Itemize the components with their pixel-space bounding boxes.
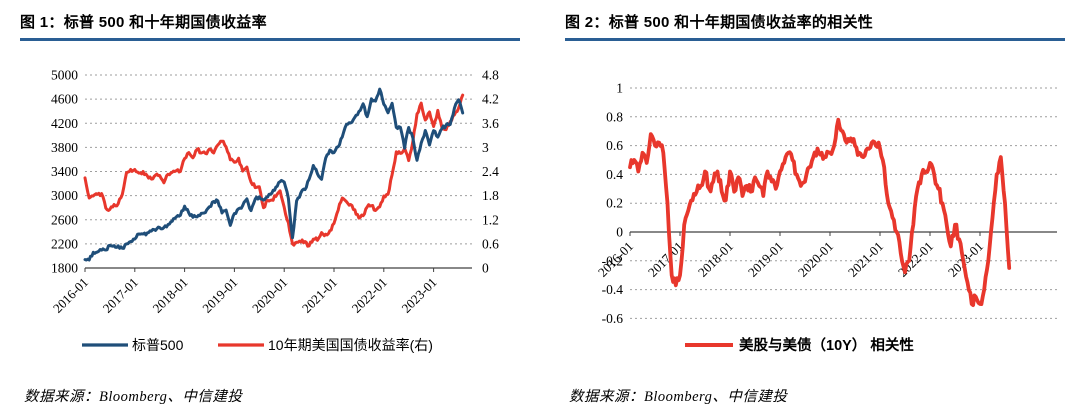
- x-axis-tick-label: 2018-01: [149, 275, 190, 316]
- left-axis-tick-label: 1800: [51, 261, 78, 276]
- legend-label-treasury-yield: 10年期美国国债收益率(右): [268, 337, 433, 353]
- right-axis-tick-label: 0: [482, 261, 489, 276]
- left-axis-tick-label: 4600: [51, 92, 78, 107]
- y-axis-tick-label: 0.4: [606, 167, 623, 182]
- y-axis-tick-label: 0.6: [606, 138, 623, 153]
- x-axis-tick-label: 2021-01: [299, 275, 340, 316]
- sp500-line: [83, 87, 465, 262]
- x-axis-tick-label: 2019-01: [199, 275, 240, 316]
- treasury-yield-line: [83, 93, 465, 248]
- x-axis-tick-label: 2020-01: [249, 275, 290, 316]
- x-axis-tick-label: 2016-01: [50, 275, 91, 316]
- right-axis-tick-label: 1.8: [482, 188, 499, 203]
- x-axis-tick-label: 2021-01: [845, 239, 886, 280]
- right-axis-tick-label: 3: [482, 140, 489, 155]
- y-axis-tick-label: 0.2: [606, 196, 623, 211]
- right-axis-tick-label: 4.2: [482, 92, 499, 107]
- y-axis-tick-label: -0.6: [602, 311, 624, 326]
- y-axis-tick-label: 1: [616, 81, 623, 96]
- x-axis-tick-label: 2023-01: [398, 275, 439, 316]
- y-axis-tick-label: 0.8: [606, 109, 623, 124]
- y-axis-tick-label: 0: [616, 225, 623, 240]
- left-axis-tick-label: 3000: [51, 188, 78, 203]
- right-axis-tick-label: 4.8: [482, 68, 499, 83]
- y-axis-tick-label: -0.4: [602, 282, 624, 297]
- right-axis-tick-label: 1.2: [482, 212, 499, 227]
- left-axis-tick-label: 2600: [51, 212, 78, 227]
- left-axis-tick-label: 5000: [51, 68, 78, 83]
- figure2-source: 数据来源：Bloomberg、中信建投: [569, 389, 788, 405]
- x-axis-tick-label: 2017-01: [100, 275, 141, 316]
- left-axis-tick-label: 3400: [51, 164, 78, 179]
- x-axis-tick-label: 2019-01: [745, 239, 786, 280]
- figure1-title: 图 1：标普 500 和十年期国债收益率: [20, 14, 267, 31]
- right-axis-tick-label: 2.4: [482, 164, 499, 179]
- left-axis-tick-label: 4200: [51, 116, 78, 131]
- x-axis-tick-label: 2022-01: [349, 275, 390, 316]
- figure2-title-rule: [565, 38, 1065, 41]
- x-axis-tick-label: 2020-01: [795, 239, 836, 280]
- figure2-line-chart: -0.6 -0.4 -0.2 0 0.2 0.4 0.6 0.8 1 2016-01 2017-01…: [565, 41, 1065, 359]
- left-axis-tick-label: 3800: [51, 140, 78, 155]
- figure1-source: 数据来源：Bloomberg、中信建投: [24, 389, 243, 405]
- right-axis-tick-label: 0.6: [482, 236, 499, 251]
- figure-2: 图 2：标普 500 和十年期国债收益率的相关性 -0.6 -0.4 -0.2 0 0.…: [565, 8, 1065, 419]
- legend-label-sp500: 标普500: [132, 337, 184, 353]
- figure2-title: 图 2：标普 500 和十年期国债收益率的相关性: [565, 14, 874, 31]
- x-axis-tick-label: 2018-01: [695, 239, 736, 280]
- figure1-line-chart: 1800 0 2200 0.6 2600 1.2 3000 1.8 3400 2.4 3800 3 42…: [20, 41, 520, 359]
- figure-1: 图 1：标普 500 和十年期国债收益率 1800 0 2200 0.6 2600 1.2…: [20, 8, 520, 419]
- right-axis-tick-label: 3.6: [482, 116, 499, 131]
- left-axis-tick-label: 2200: [51, 236, 78, 251]
- figure1-title-rule: [20, 38, 520, 41]
- correlation-line: [628, 117, 1012, 307]
- legend-label-correlation: 美股与美债（10Y） 相关性: [739, 336, 914, 354]
- figure1-chart-svg: 1800 0 2200 0.6 2600 1.2 3000 1.8 3400 2.4 3800 3 42…: [50, 68, 499, 354]
- y-axis-tick-label: -0.2: [602, 253, 623, 268]
